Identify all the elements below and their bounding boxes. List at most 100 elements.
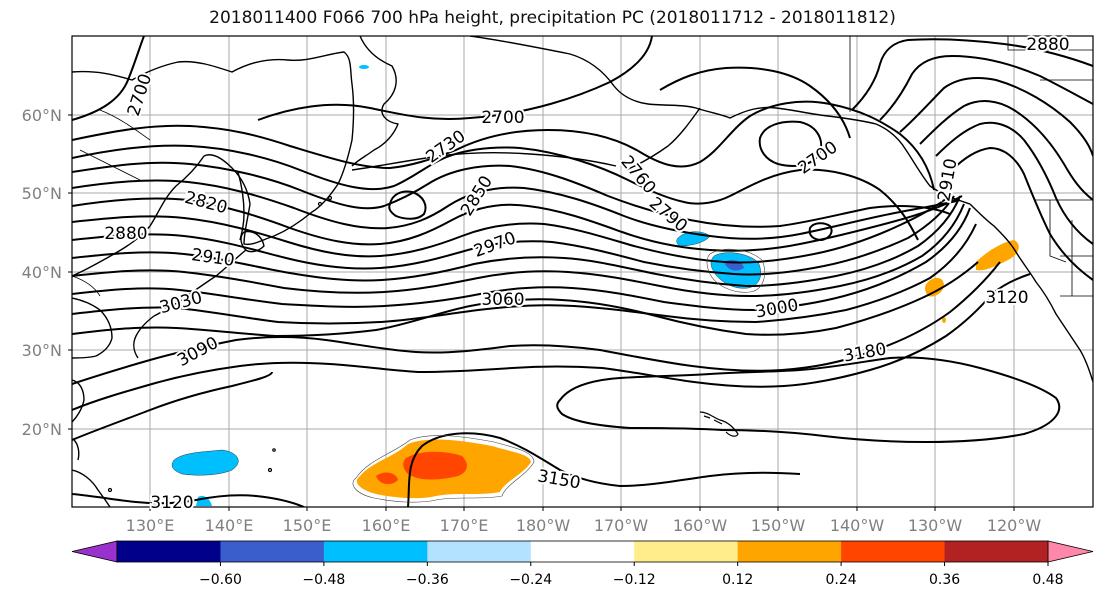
island-kurile-2 <box>317 201 323 207</box>
border-china-korea <box>72 275 101 297</box>
lon-label: 140°E <box>205 516 254 535</box>
contour-2700-north <box>659 66 851 139</box>
contour-3120-southwest <box>72 493 305 507</box>
contour-2850-gulf <box>808 222 833 241</box>
colorbar-swatch <box>634 541 739 562</box>
coast-japan-honshu <box>153 249 247 317</box>
lon-label: 170°W <box>594 516 649 535</box>
contour-2700-gulf <box>758 120 823 167</box>
colorbar-extend-low <box>71 540 118 563</box>
contour-2880-ne <box>851 38 1093 111</box>
precip-strong-central-pacific <box>403 451 467 480</box>
contour-3120-pacific <box>72 273 1031 411</box>
latitude-labels: 60°N 50°N 40°N 30°N 20°N <box>22 106 62 439</box>
island-hawaii <box>699 411 739 437</box>
contour-3150-ridge <box>72 371 273 441</box>
lon-label: 180°W <box>516 516 571 535</box>
colorbar-tick-label: −0.24 <box>509 572 552 588</box>
precip-positive-california <box>976 240 1019 271</box>
colorbar-swatch <box>427 541 532 562</box>
contour-2940-ne <box>899 77 1093 157</box>
lon-label: 170°E <box>440 516 489 535</box>
contour-2790 <box>72 161 951 228</box>
island-marcus <box>272 448 276 452</box>
colorbar-swatch <box>117 541 221 562</box>
contour-3030-ne <box>951 147 1093 281</box>
colorbar-extend-high <box>1047 540 1094 563</box>
coastlines <box>72 36 1093 507</box>
contour-2850-cutoff <box>388 190 427 220</box>
contour-3000 <box>72 207 971 311</box>
precip-speck-offshore <box>942 317 946 323</box>
border-russia-east <box>79 109 151 181</box>
coast-philippines <box>72 469 111 507</box>
lon-label: 130°E <box>126 516 175 535</box>
island-hawaii-small <box>703 415 723 425</box>
lat-label: 50°N <box>22 184 62 203</box>
coast-okhotsk <box>72 155 205 277</box>
contour-2910 <box>72 195 955 276</box>
coast-china-east <box>72 379 85 423</box>
contour-3090 <box>72 261 1001 385</box>
colorbar: −0.60 −0.48 −0.36 −0.24 −0.12 0.12 0.24 0.36 0.4… <box>71 540 1094 588</box>
colorbar-swatch <box>323 541 428 562</box>
coast-siberia-kamchatka <box>72 51 355 246</box>
coast-alaska-peninsula <box>625 107 701 171</box>
contour-2760 <box>72 144 919 241</box>
lat-label: 60°N <box>22 106 62 125</box>
precip-speck-alaska <box>359 65 369 69</box>
map-title: 2018011400 F066 700 hPa height, precipit… <box>209 8 896 28</box>
contour-2880 <box>72 193 953 264</box>
coast-korea <box>72 297 113 359</box>
colorbar-tick-label: 0.36 <box>929 572 960 588</box>
colorbar-swatch <box>220 541 325 562</box>
coast-japan-hokkaido <box>240 230 265 253</box>
lat-label: 20°N <box>22 420 62 439</box>
coast-alaska-north <box>469 36 971 205</box>
coast-alaska-west <box>351 36 399 167</box>
colorbar-swatch <box>841 541 946 562</box>
colorbar-tick-label: −0.60 <box>199 572 242 588</box>
colorbar-tick-label: −0.12 <box>613 572 656 588</box>
precip-positive-offshore <box>925 277 944 297</box>
contour-3180 <box>556 356 1061 443</box>
lon-label: 160°E <box>362 516 411 535</box>
colorbar-outline <box>116 540 1049 563</box>
contour-2910-ne <box>879 55 1093 121</box>
contour-3000-ne <box>935 121 1093 245</box>
lat-label: 30°N <box>22 341 62 360</box>
coast-us-west <box>1015 251 1093 383</box>
coast-sakhalin <box>237 171 245 241</box>
coast-japan-kyushu <box>133 315 155 359</box>
islands <box>107 195 739 493</box>
precip-shading <box>171 65 1019 506</box>
contour-2700-cyclone <box>257 36 653 121</box>
colorbar-tick-label: −0.36 <box>406 572 449 588</box>
island-guam <box>107 487 113 493</box>
precip-outlines <box>352 248 765 503</box>
contour-2970 <box>72 203 965 297</box>
island-kurile-1 <box>327 195 333 201</box>
contour-label: 3120 <box>985 288 1028 308</box>
contour-2820 <box>72 179 961 240</box>
contour-3030 <box>72 223 977 325</box>
contour-label: 2880 <box>1026 35 1069 55</box>
lon-label: 140°W <box>830 516 885 535</box>
lon-label: 130°W <box>908 516 963 535</box>
colorbar-swatch <box>737 541 842 562</box>
lon-label: 150°E <box>283 516 332 535</box>
colorbar-swatch <box>944 541 1049 562</box>
contour-label: 2700 <box>481 108 524 128</box>
borders <box>72 36 1093 297</box>
coast-taiwan <box>73 439 80 461</box>
contour-2970-ne <box>919 100 1093 201</box>
colorbar-tick-label: −0.48 <box>302 572 345 588</box>
longitude-labels: 130°E 140°E 150°E 160°E 170°E 180°W 170°… <box>126 516 1042 535</box>
precip-negative-wpac <box>171 449 239 476</box>
coast-bc <box>969 203 1017 253</box>
colorbar-swatch <box>530 541 635 562</box>
contour-3060 <box>72 261 979 337</box>
colorbar-tick-label: 0.24 <box>826 572 857 588</box>
lon-label: 120°W <box>987 516 1042 535</box>
